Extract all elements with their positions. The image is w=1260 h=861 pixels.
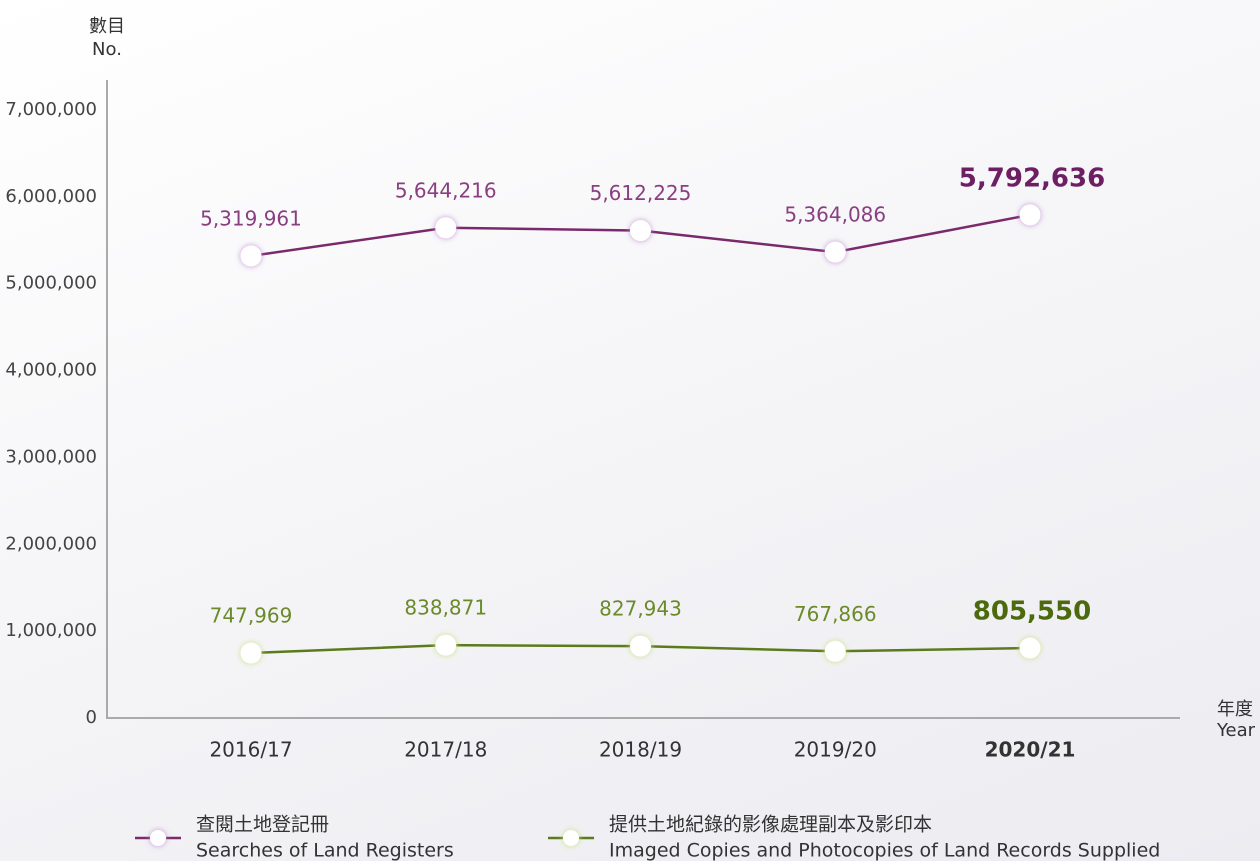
y-tick-label: 6,000,000 <box>5 186 97 207</box>
y-axis-title-en: No. <box>92 39 122 60</box>
value-label: 5,644,216 <box>395 178 497 202</box>
point <box>1019 637 1041 659</box>
point <box>630 635 651 657</box>
value-label: 838,871 <box>404 596 487 620</box>
y-tick-label: 1,000,000 <box>5 620 97 641</box>
legend-label: 提供土地紀錄的影像處理副本及影印本 <box>609 814 932 836</box>
x-tick-label: 2018/19 <box>599 738 682 762</box>
point <box>435 634 457 656</box>
y-tick-label: 4,000,000 <box>5 360 97 381</box>
y-tick-label: 2,000,000 <box>5 533 97 554</box>
x-tick-label: 2020/21 <box>985 738 1076 762</box>
point <box>824 241 846 263</box>
legend-label-en: Searches of Land Registers <box>196 840 454 861</box>
point <box>630 220 651 242</box>
point <box>240 245 262 267</box>
point <box>1019 204 1041 226</box>
value-label: 805,550 <box>973 597 1091 627</box>
legend-label: 查閱土地登記冊 <box>196 814 329 836</box>
legend-marker <box>563 830 579 846</box>
x-axis-title: 年度 <box>1217 699 1253 720</box>
value-label: 5,792,636 <box>959 163 1105 193</box>
x-axis-title-en: Year <box>1216 720 1256 741</box>
legend-label-en: Imaged Copies and Photocopies of Land Re… <box>609 840 1160 861</box>
value-label: 5,364,086 <box>784 203 886 227</box>
point <box>240 642 262 664</box>
value-label: 767,866 <box>794 602 877 626</box>
value-label: 5,319,961 <box>200 206 302 230</box>
x-tick-label: 2019/20 <box>794 738 877 762</box>
point <box>824 640 846 662</box>
legend-marker <box>150 830 166 846</box>
y-tick-label: 3,000,000 <box>5 446 97 467</box>
x-tick-label: 2016/17 <box>209 738 292 762</box>
x-tick-label: 2017/18 <box>404 738 487 762</box>
point <box>435 217 457 239</box>
y-tick-label: 0 <box>86 707 97 728</box>
y-tick-label: 5,000,000 <box>5 273 97 294</box>
value-label: 747,969 <box>210 604 293 628</box>
value-label: 5,612,225 <box>590 181 692 205</box>
y-axis-title: 數目 <box>89 16 125 37</box>
value-label: 827,943 <box>599 597 682 621</box>
y-tick-label: 7,000,000 <box>5 99 97 120</box>
